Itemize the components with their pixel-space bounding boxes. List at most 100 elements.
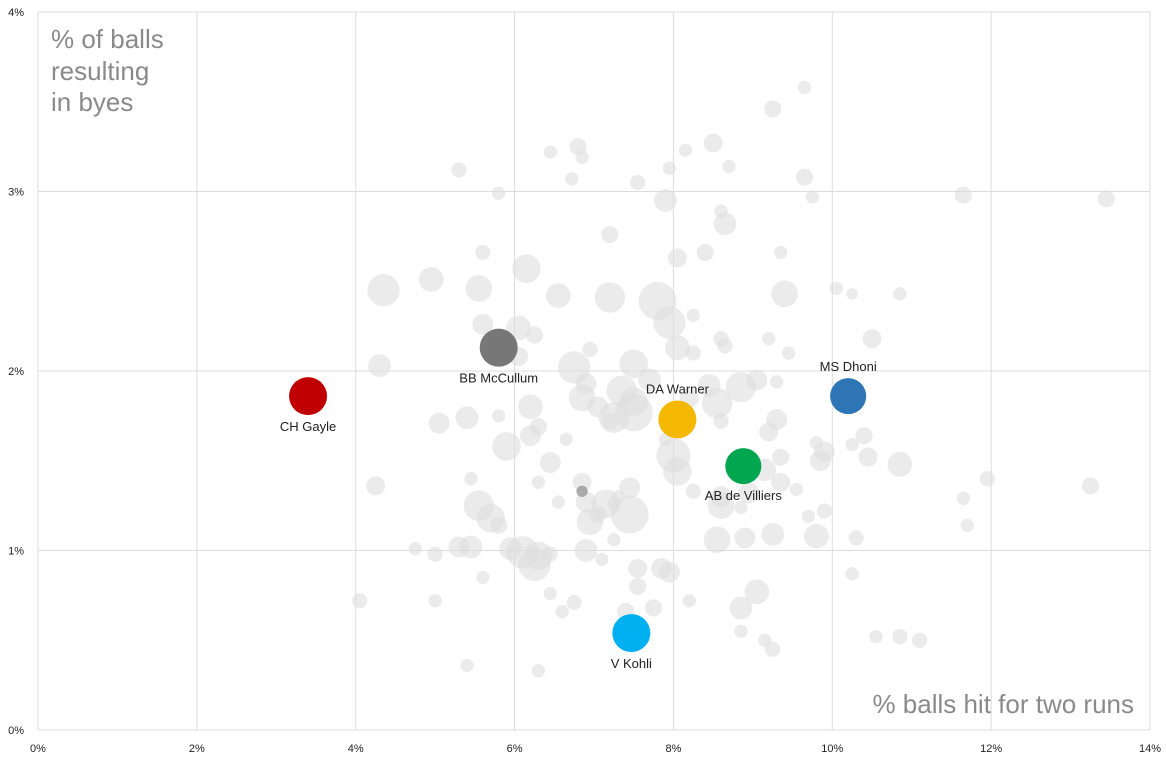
point-bb-mccullum xyxy=(479,328,518,367)
label-ms-dhoni: MS Dhoni xyxy=(820,359,877,374)
background-point xyxy=(667,248,687,268)
tick-labels: 0% 2% 4% 6% 8% 10% 12% 14% 0% 1% 2% 3% 4% xyxy=(8,7,1161,755)
background-point xyxy=(506,315,531,341)
background-point xyxy=(574,539,598,562)
x-tick-label: 8% xyxy=(665,743,681,755)
background-point xyxy=(551,495,565,509)
x-tick-label: 4% xyxy=(348,743,364,755)
background-point xyxy=(701,388,733,419)
background-point xyxy=(601,412,619,430)
background-point xyxy=(555,604,569,619)
background-point xyxy=(525,326,543,344)
background-point-dark xyxy=(576,485,588,497)
background-point xyxy=(734,500,748,515)
background-point xyxy=(954,186,972,204)
background-point xyxy=(520,425,541,447)
x-tick-label: 14% xyxy=(1139,743,1161,755)
background-point xyxy=(368,354,391,378)
grid-lines xyxy=(37,11,1151,731)
background-point xyxy=(607,533,621,547)
background-point xyxy=(686,308,700,323)
background-point xyxy=(912,632,928,648)
background-point xyxy=(829,281,843,296)
background-point xyxy=(781,346,796,360)
background-point xyxy=(630,174,646,191)
y-axis-title-line-2: resulting xyxy=(51,56,149,86)
background-point xyxy=(979,471,995,487)
background-point xyxy=(575,150,589,165)
x-tick-label: 6% xyxy=(507,743,523,755)
background-point xyxy=(845,567,859,581)
x-axis-title: % balls hit for two runs xyxy=(872,689,1134,719)
background-point xyxy=(804,523,829,549)
point-da-warner xyxy=(658,400,697,439)
background-point xyxy=(734,624,748,638)
background-point xyxy=(459,535,483,559)
background-point xyxy=(761,522,785,546)
label-v-kohli: V Kohli xyxy=(611,656,652,671)
background-point xyxy=(772,448,790,466)
y-axis-title-line-3: in byes xyxy=(51,87,133,117)
background-point xyxy=(638,368,661,392)
background-point xyxy=(472,313,494,335)
background-point xyxy=(619,477,641,499)
background-point xyxy=(518,394,543,420)
background-point xyxy=(1081,477,1099,495)
background-point xyxy=(662,161,677,175)
background-point xyxy=(659,561,680,583)
background-point xyxy=(428,412,450,434)
background-point xyxy=(848,530,864,546)
background-point xyxy=(892,629,908,645)
background-point xyxy=(696,243,714,262)
background-point xyxy=(703,133,723,153)
background-point xyxy=(594,282,626,313)
background-point xyxy=(665,335,690,361)
background-point xyxy=(759,422,779,442)
background-point xyxy=(545,283,571,308)
background-point xyxy=(762,332,776,346)
background-point xyxy=(428,594,442,608)
background-point xyxy=(862,329,882,349)
background-point xyxy=(729,596,753,620)
x-tick-label: 10% xyxy=(821,743,843,755)
background-point xyxy=(717,338,733,354)
background-point xyxy=(595,552,609,567)
background-point xyxy=(797,80,812,95)
background-point xyxy=(352,593,368,609)
background-point xyxy=(614,393,653,432)
background-point xyxy=(408,542,422,556)
x-tick-label: 2% xyxy=(189,743,205,755)
background-point xyxy=(582,341,598,358)
background-point xyxy=(956,491,970,506)
background-point xyxy=(476,570,490,585)
label-da-warner: DA Warner xyxy=(646,381,710,396)
background-point xyxy=(685,483,701,499)
background-point xyxy=(418,267,444,292)
background-point xyxy=(713,212,737,236)
background-point xyxy=(565,172,579,186)
background-point xyxy=(869,630,883,644)
background-point xyxy=(795,168,814,186)
background-point xyxy=(685,345,701,361)
background-point xyxy=(367,274,400,307)
background-point xyxy=(490,516,508,534)
background-point xyxy=(960,518,974,533)
background-point xyxy=(427,546,443,562)
background-point xyxy=(645,599,663,617)
background-point xyxy=(572,472,592,492)
background-point xyxy=(601,226,619,244)
background-point xyxy=(845,437,859,452)
background-point xyxy=(492,432,521,461)
background-point xyxy=(629,577,647,595)
background-point xyxy=(566,594,582,611)
background-point xyxy=(619,349,648,379)
highlighted-points xyxy=(289,328,867,653)
background-point xyxy=(366,476,386,496)
background-point xyxy=(722,159,736,174)
background-point xyxy=(610,495,649,534)
background-point xyxy=(531,664,546,678)
x-tick-label: 12% xyxy=(980,743,1002,755)
background-point xyxy=(628,558,648,578)
background-point xyxy=(855,427,873,445)
